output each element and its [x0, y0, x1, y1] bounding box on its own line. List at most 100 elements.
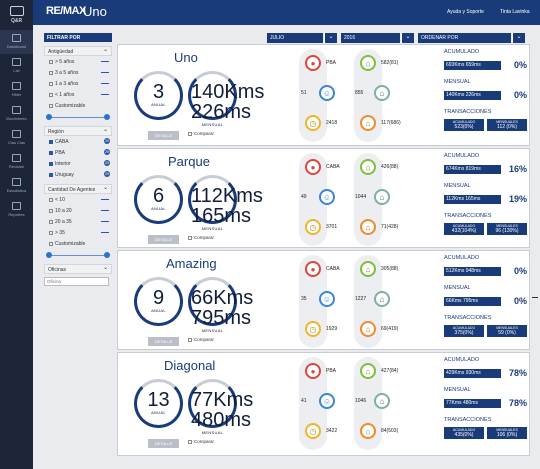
nav-item-revision[interactable]: Revisión — [0, 150, 33, 174]
app-title: Uno — [83, 4, 107, 19]
chevron-down-icon[interactable]: ⌄ — [512, 33, 525, 43]
checkbox[interactable] — [49, 172, 53, 177]
checkbox[interactable] — [49, 59, 53, 64]
slider-handle-min[interactable] — [46, 252, 52, 258]
visit-icon: ⌂ — [374, 85, 390, 101]
compare-checkbox[interactable]: Comparar — [188, 337, 214, 342]
office-search-input[interactable] — [44, 277, 109, 286]
filter-option[interactable]: 20 a 35 — [44, 216, 112, 227]
compare-checkbox[interactable]: Comparar — [188, 439, 214, 444]
nav-item-estadistica[interactable]: Estadística — [0, 174, 33, 198]
nav-item-reportes[interactable]: Reportes — [0, 198, 33, 222]
review-icon — [12, 154, 21, 162]
side-nav: Q&R Dashboard List Hitter Movimiento Cla… — [0, 0, 33, 469]
checkbox[interactable] — [49, 81, 53, 86]
filter-option[interactable]: Uruguay 29 — [44, 169, 112, 180]
transacciones-mensual: MENSUALES 96 (130%) — [487, 223, 527, 235]
checkbox[interactable] — [188, 131, 192, 136]
checkbox[interactable] — [49, 150, 53, 155]
slider-handle-min[interactable] — [46, 114, 52, 120]
filter-option[interactable]: 10 a 20 — [44, 205, 112, 216]
mensual-bar: 77Kms 480ms — [444, 399, 501, 408]
filter-option[interactable]: CABA 29 — [44, 136, 112, 147]
nav-item-list[interactable]: List — [0, 54, 33, 78]
bar-indicator — [101, 83, 109, 84]
transacciones-acumulado: ACUMULADO 523(0%) — [444, 119, 484, 131]
checkbox[interactable] — [188, 439, 192, 444]
bar-indicator — [101, 72, 109, 73]
detalle-button[interactable]: DETALLE — [148, 131, 179, 140]
filter-option[interactable]: < 1 años — [44, 89, 112, 100]
chevron-down-icon[interactable]: ⌄ — [324, 33, 337, 43]
checkbox[interactable] — [49, 139, 53, 144]
ranking-anual: 3 ANUAL — [134, 71, 183, 120]
time-value: 3701 — [326, 224, 338, 230]
checkbox[interactable] — [49, 241, 53, 246]
filter-option-custom[interactable]: Customizable — [44, 238, 112, 249]
nav-item-hitter[interactable]: Hitter — [0, 78, 33, 102]
order-select[interactable]: ORDENAR POR ⌄ — [418, 33, 525, 43]
filter-option[interactable]: > 5 años — [44, 56, 112, 67]
acumulado-bar: 429Kms 930ms — [444, 369, 501, 378]
chevron-down-icon[interactable]: ⌄ — [401, 33, 414, 43]
checkbox[interactable] — [49, 70, 53, 75]
visits-value: 855 — [355, 90, 364, 96]
checkbox[interactable] — [49, 197, 53, 202]
location-pin-icon: ● — [305, 363, 321, 379]
slider-handle-max[interactable] — [104, 252, 110, 258]
visit-icon: ⌂ — [374, 291, 390, 307]
checkbox[interactable] — [49, 92, 53, 97]
compare-checkbox[interactable]: Comparar — [188, 131, 214, 136]
scroll-indicator[interactable] — [532, 297, 538, 298]
filter-option[interactable]: Interior 29 — [44, 158, 112, 169]
filter-section-region[interactable]: Región — [44, 126, 112, 136]
checkbox[interactable] — [49, 208, 53, 213]
filter-option[interactable]: < 10 — [44, 194, 112, 205]
detalle-button[interactable]: DETALLE — [148, 235, 179, 244]
nav-item-dashboard[interactable]: Dashboard — [0, 30, 33, 54]
checkbox[interactable] — [49, 103, 53, 108]
user-menu[interactable]: Tinta Lavinka — [500, 9, 530, 15]
properties-value: 427(84) — [381, 368, 399, 374]
billing-stats: ACUMULADO 429Kms 930ms 78% MENSUAL 77Kms… — [444, 357, 527, 439]
help-link[interactable]: Ayuda y Soporte — [447, 9, 484, 15]
filter-section-agentes[interactable]: Cantidad De Agentes — [44, 184, 112, 194]
detalle-button[interactable]: DETALLE — [148, 439, 179, 448]
visit-icon: ⌂ — [374, 393, 390, 409]
filter-option[interactable]: 1 a 3 años — [44, 78, 112, 89]
mensual-percent: 19% — [508, 194, 527, 204]
transacciones-acumulado: ACUMULADO 432(104%) — [444, 223, 484, 235]
compare-checkbox[interactable]: Comparar — [188, 235, 214, 240]
range-slider[interactable] — [46, 251, 110, 260]
checkbox[interactable] — [188, 337, 192, 342]
filter-option[interactable]: 3 a 5 años — [44, 67, 112, 78]
logo-icon — [9, 6, 24, 16]
filter-section-antiguedad[interactable]: Antigüedad — [44, 46, 112, 56]
location-value: CABA — [326, 164, 340, 170]
year-select[interactable]: 2016 ⌄ — [341, 33, 414, 43]
ranking-mensual: 77Kms 480ms MENSUAL — [188, 379, 253, 435]
clock-icon: ◷ — [305, 115, 321, 131]
checkbox[interactable] — [49, 219, 53, 224]
checkbox[interactable] — [49, 161, 53, 166]
list-icon — [12, 58, 21, 66]
slider-handle-max[interactable] — [104, 114, 110, 120]
ranking-anual: 9 ANUAL — [134, 277, 183, 326]
filter-option[interactable]: > 35 — [44, 227, 112, 238]
checkbox[interactable] — [188, 235, 192, 240]
filter-option[interactable]: PBA 29 — [44, 147, 112, 158]
acumulado-percent: 0% — [513, 266, 527, 276]
detalle-button[interactable]: DETALLE — [148, 337, 179, 346]
filter-option-custom[interactable]: Customizable — [44, 100, 112, 111]
movement-icon — [12, 106, 21, 114]
nav-item-clas[interactable]: Clas Clas — [0, 126, 33, 150]
checkbox[interactable] — [49, 230, 53, 235]
count-badge: 29 — [104, 171, 110, 177]
month-select[interactable]: JULIO ⌄ — [267, 33, 337, 43]
nav-item-movimiento[interactable]: Movimiento — [0, 102, 33, 126]
time-value: 3422 — [326, 428, 338, 434]
range-slider[interactable] — [46, 113, 110, 122]
slider-track — [48, 255, 108, 256]
filter-section-oficinas[interactable]: Oficinas — [44, 264, 112, 274]
transacciones-mensual: MENSUALES 106 (0%) — [487, 427, 527, 439]
